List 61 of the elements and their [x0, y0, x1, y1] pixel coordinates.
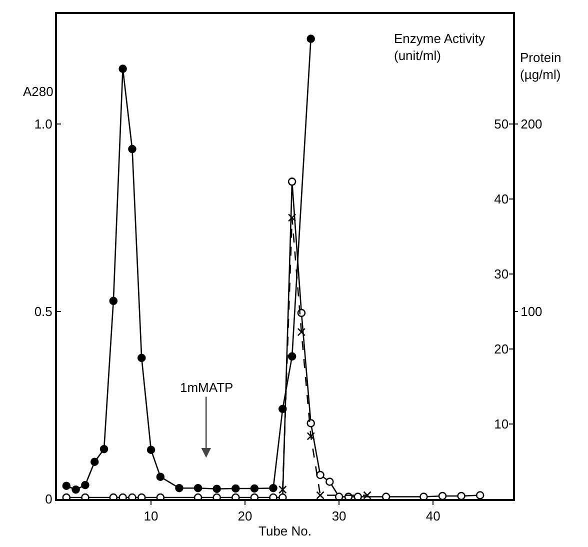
point	[363, 491, 372, 499]
point	[90, 458, 99, 466]
point	[306, 419, 316, 428]
y3-axis-title: Protein (µg/ml)	[520, 50, 562, 82]
point	[269, 484, 278, 492]
point	[81, 493, 90, 499]
y-axis-title: A280	[23, 84, 54, 99]
point	[316, 470, 324, 480]
point	[156, 472, 165, 482]
point	[109, 296, 118, 306]
y3-tick-label: 100	[520, 304, 542, 319]
y-tick-label: 0	[45, 492, 52, 507]
point	[194, 484, 202, 492]
point	[476, 491, 484, 499]
point	[420, 492, 428, 499]
point	[288, 352, 296, 361]
point	[118, 493, 127, 499]
y-tick-label: 0.5	[34, 304, 52, 319]
point	[288, 214, 296, 222]
point	[306, 432, 316, 440]
y2-tick-label: 40	[494, 191, 509, 206]
point	[316, 491, 324, 499]
x-axis-title: Tube No.	[258, 524, 312, 539]
y2-tick-label: 10	[494, 416, 509, 432]
point	[326, 478, 334, 486]
point	[438, 492, 447, 499]
point	[278, 485, 287, 494]
y2-axis-title: Enzyme Activity (unit/ml)	[394, 31, 486, 63]
point	[278, 493, 287, 499]
point	[100, 444, 108, 454]
x-tick-label: 20	[238, 508, 252, 524]
point	[382, 492, 390, 499]
point	[354, 492, 362, 499]
point	[146, 446, 156, 454]
point	[297, 328, 306, 336]
y-tick-label: 1.0	[34, 116, 52, 132]
point	[306, 34, 316, 43]
point	[128, 144, 136, 154]
x-tick-label: 10	[144, 508, 158, 524]
point	[137, 354, 146, 362]
point	[269, 493, 278, 499]
y2-tick-label: 20	[494, 342, 509, 357]
x-tick-label: 30	[332, 508, 346, 524]
y2-tick-label: 30	[494, 266, 509, 282]
point	[118, 64, 127, 73]
point	[250, 484, 259, 493]
point	[231, 484, 240, 493]
annotation: 1mMATP	[180, 380, 234, 395]
point	[175, 484, 184, 492]
point	[334, 492, 344, 499]
point	[128, 493, 136, 499]
point	[72, 485, 80, 494]
point	[212, 493, 221, 499]
y3-tick-label: 200	[520, 116, 542, 132]
point	[212, 484, 221, 494]
point	[457, 492, 466, 499]
y2-tick-label: 50	[494, 116, 509, 132]
point	[288, 178, 296, 186]
x-tick-label: 40	[426, 508, 440, 524]
point	[81, 480, 90, 490]
point	[62, 482, 71, 490]
